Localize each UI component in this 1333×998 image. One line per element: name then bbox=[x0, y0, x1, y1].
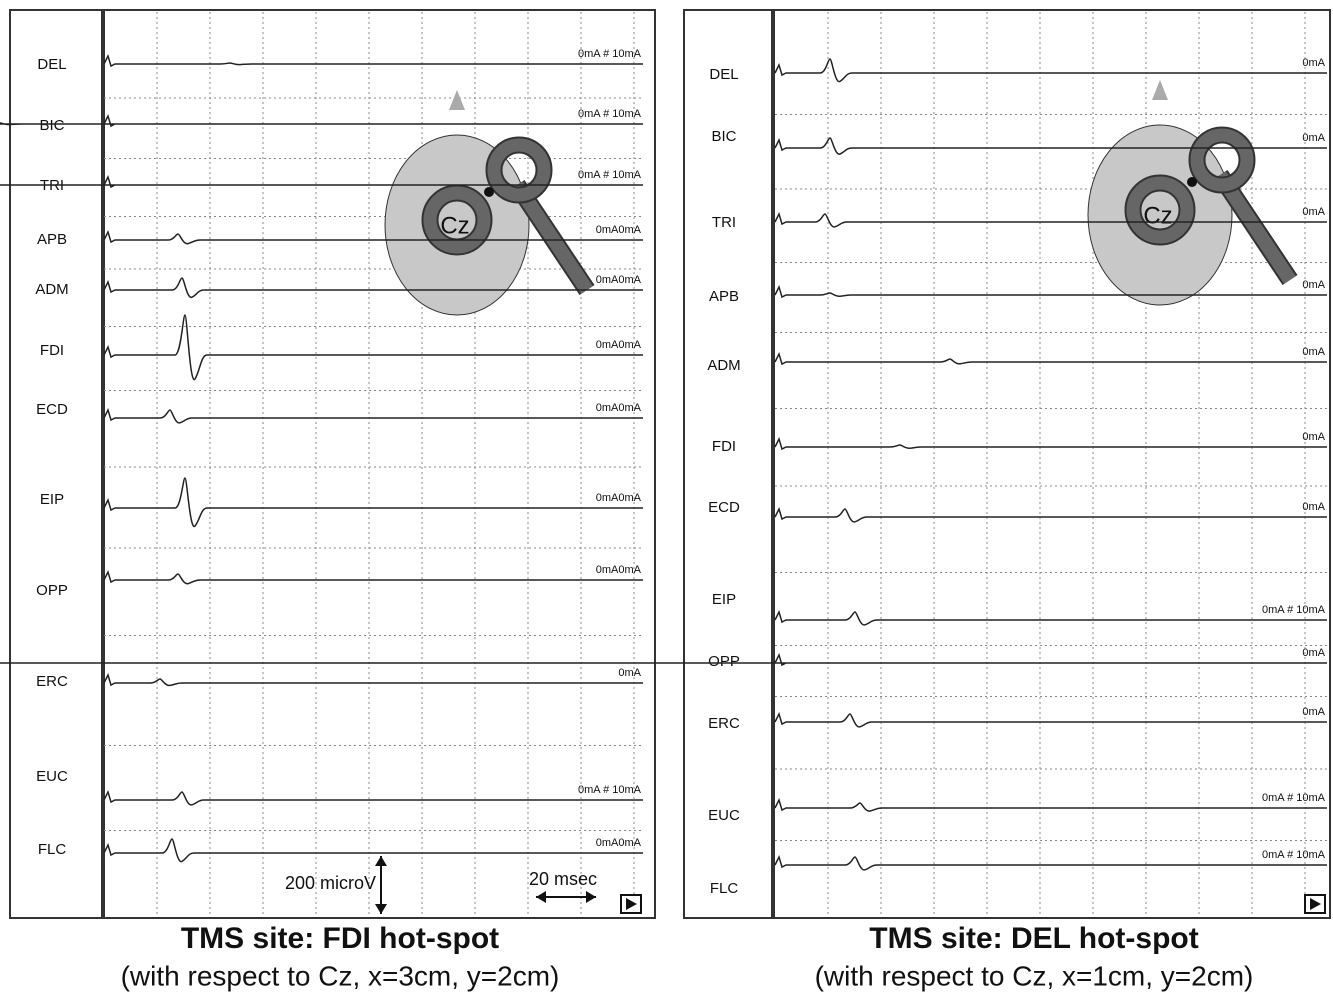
stim-label: 0mA # 10mA bbox=[578, 108, 642, 120]
stim-label: 0mA0mA bbox=[596, 492, 642, 504]
channel-label: ECD bbox=[36, 401, 68, 418]
channel-label: ERC bbox=[708, 715, 740, 732]
panel-subtitle: (with respect to Cz, x=1cm, y=2cm) bbox=[815, 960, 1254, 991]
panel-frame bbox=[10, 10, 655, 918]
stim-label: 0mA bbox=[1302, 706, 1325, 718]
channel-label: FLC bbox=[710, 880, 739, 897]
stim-label: 0mA0mA bbox=[596, 837, 642, 849]
stim-label: 0mA # 10mA bbox=[578, 48, 642, 60]
stim-label: 0mA0mA bbox=[596, 564, 642, 576]
channel-label: ADM bbox=[707, 357, 740, 374]
stim-label: 0mA # 10mA bbox=[1262, 604, 1326, 616]
cz-label: Cz bbox=[440, 212, 469, 239]
channel-label: EUC bbox=[708, 807, 740, 824]
channel-label: ADM bbox=[35, 281, 68, 298]
play-button[interactable] bbox=[1305, 895, 1325, 913]
channel-label: TRI bbox=[712, 214, 736, 231]
channel-label: DEL bbox=[37, 56, 66, 73]
channel-label: FDI bbox=[712, 438, 736, 455]
panel-subtitle: (with respect to Cz, x=3cm, y=2cm) bbox=[121, 960, 560, 991]
channel-label: EIP bbox=[40, 491, 64, 508]
stim-label: 0mA # 10mA bbox=[578, 169, 642, 181]
channel-label: FLC bbox=[38, 841, 67, 858]
channel-label: APB bbox=[709, 288, 739, 305]
stim-label: 0mA0mA bbox=[596, 274, 642, 286]
stim-label: 0mA0mA bbox=[596, 224, 642, 236]
stim-label: 0mA # 10mA bbox=[1262, 849, 1326, 861]
stim-label: 0mA bbox=[1302, 279, 1325, 291]
stim-label: 0mA bbox=[1302, 132, 1325, 144]
page: {"panels": [ {"channels": [ {"label": "D… bbox=[0, 0, 1333, 998]
panel-title: TMS site: FDI hot-spot bbox=[181, 922, 499, 955]
cz-label: Cz bbox=[1143, 202, 1172, 229]
stim-label: 0mA bbox=[1302, 57, 1325, 69]
stim-label: 0mA0mA bbox=[596, 339, 642, 351]
stim-label: 0mA bbox=[1302, 431, 1325, 443]
channel-label: FDI bbox=[40, 342, 64, 359]
stim-label: 0mA bbox=[618, 667, 641, 679]
panel-title: TMS site: DEL hot-spot bbox=[869, 922, 1198, 955]
play-button[interactable] bbox=[621, 895, 641, 913]
coil-center bbox=[1187, 177, 1197, 187]
channel-label: EIP bbox=[712, 591, 736, 608]
stim-label: 0mA bbox=[1302, 647, 1325, 659]
channel-label: EUC bbox=[36, 768, 68, 785]
stim-label: 0mA bbox=[1302, 501, 1325, 513]
channel-label: APB bbox=[37, 231, 67, 248]
stim-label: 0mA0mA bbox=[596, 402, 642, 414]
amp-label: 200 microV bbox=[285, 873, 376, 893]
stim-label: 0mA bbox=[1302, 346, 1325, 358]
channel-label: DEL bbox=[709, 66, 738, 83]
stim-label: 0mA # 10mA bbox=[578, 784, 642, 796]
channel-label: ERC bbox=[36, 673, 68, 690]
time-label: 20 msec bbox=[529, 869, 597, 889]
stim-label: 0mA bbox=[1302, 206, 1325, 218]
channel-label: OPP bbox=[708, 653, 740, 670]
channel-label: BIC bbox=[39, 117, 64, 134]
channel-label: OPP bbox=[36, 582, 68, 599]
figure: Cz DEL 0mA # 10mA BIC 0mA # 10mA TRI 0mA # 10m… bbox=[0, 0, 1333, 998]
channel-label: BIC bbox=[711, 128, 736, 145]
stim-label: 0mA # 10mA bbox=[1262, 792, 1326, 804]
channel-label: ECD bbox=[708, 499, 740, 516]
coil-center bbox=[484, 187, 494, 197]
